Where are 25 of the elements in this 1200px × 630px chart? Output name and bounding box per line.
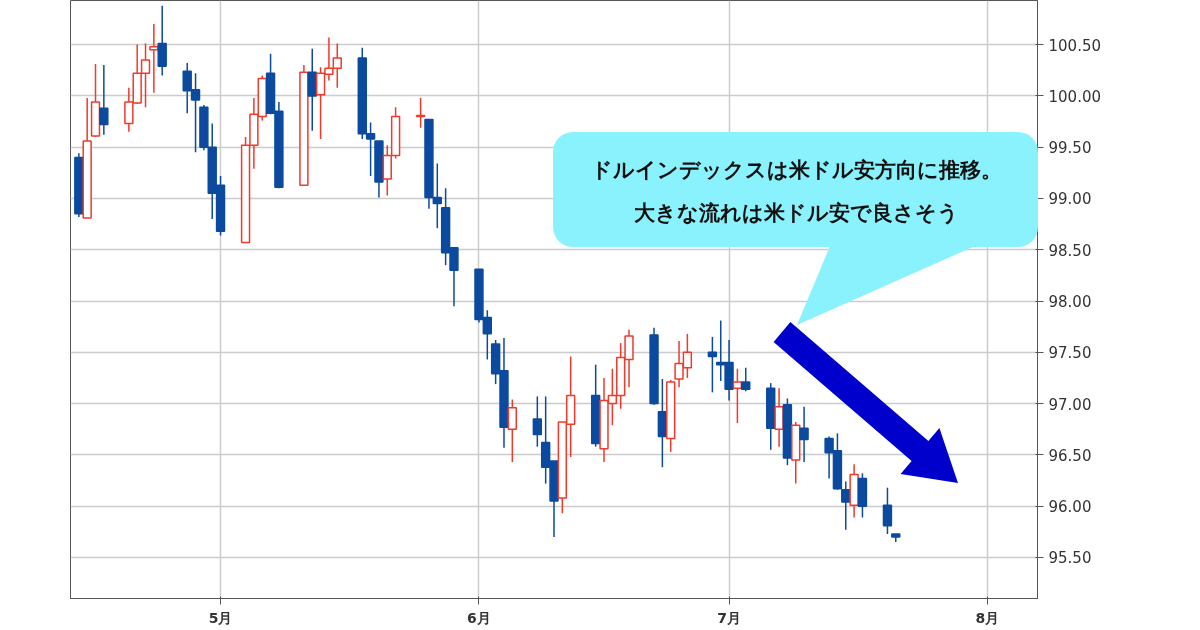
- candlestick: [741, 366, 751, 393]
- candlestick: [799, 405, 809, 463]
- candlestick: [882, 486, 893, 535]
- candlestick: [99, 64, 109, 136]
- candlestick: [507, 398, 518, 463]
- callout-text: ドルインデックスは米ドル安方向に推移。 大きな流れは米ドル安で良さそう: [590, 158, 1002, 225]
- x-tick-label: 6月: [467, 609, 491, 626]
- x-tick-label: 8月: [975, 609, 1000, 626]
- y-tick-label: 95.50: [1048, 549, 1092, 568]
- y-tick-label: 99.50: [1048, 139, 1092, 158]
- candlestick: [774, 387, 784, 448]
- x-tick-label: 7月: [717, 609, 741, 626]
- y-tick-label: 100.50: [1048, 36, 1101, 55]
- y-tick-label: 97.00: [1048, 395, 1092, 414]
- x-tick-label: 5月: [208, 609, 233, 626]
- y-tick-label: 97.50: [1048, 344, 1092, 363]
- y-tick-label: 99.00: [1048, 190, 1092, 209]
- y-tick-label: 100.00: [1048, 87, 1101, 106]
- y-tick-label: 96.00: [1048, 498, 1092, 517]
- y-tick-label: 96.50: [1048, 446, 1092, 465]
- candlestick: [532, 395, 543, 448]
- y-tick-label: 98.50: [1048, 241, 1092, 260]
- y-tick-label: 98.00: [1048, 293, 1092, 312]
- candlestick: [157, 4, 167, 77]
- candlestick: [732, 367, 743, 424]
